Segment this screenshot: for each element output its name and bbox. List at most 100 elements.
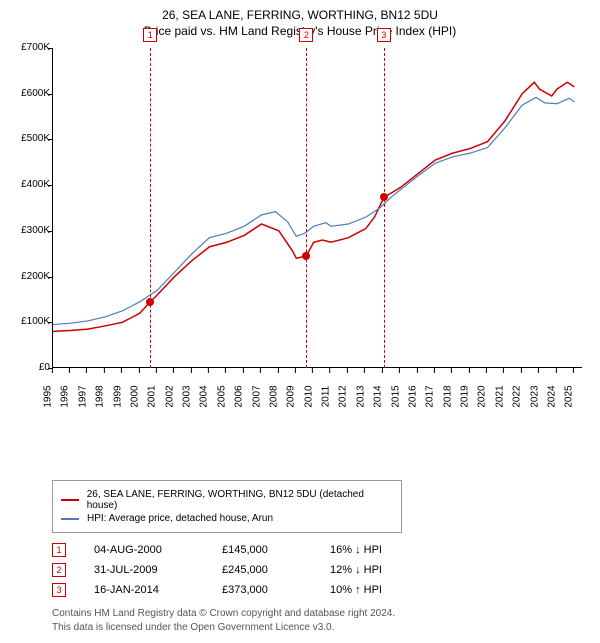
- x-tick-mark: [347, 368, 348, 373]
- x-tick-label: 2010: [303, 385, 314, 407]
- sales-row: 231-JUL-2009£245,00012% ↓ HPI: [52, 563, 590, 577]
- x-tick-label: 2009: [286, 385, 297, 407]
- y-tick-label: £100K: [10, 316, 50, 327]
- x-tick-label: 1996: [60, 385, 71, 407]
- chart-area: £0£100K£200K£300K£400K£500K£600K£700K 12…: [10, 48, 590, 418]
- line-svg: [53, 48, 583, 368]
- x-tick-label: 2006: [234, 385, 245, 407]
- x-tick-mark: [451, 368, 452, 373]
- y-axis: £0£100K£200K£300K£400K£500K£600K£700K: [10, 48, 52, 368]
- x-tick-mark: [295, 368, 296, 373]
- x-tick-mark: [225, 368, 226, 373]
- event-marker-line: [306, 48, 307, 368]
- x-tick-mark: [104, 368, 105, 373]
- series-line: [53, 82, 574, 331]
- x-tick-label: 2019: [460, 385, 471, 407]
- sales-table: 104-AUG-2000£145,00016% ↓ HPI231-JUL-200…: [52, 543, 590, 597]
- footer-line-1: Contains HM Land Registry data © Crown c…: [52, 607, 590, 621]
- legend-row: 26, SEA LANE, FERRING, WORTHING, BN12 5D…: [61, 489, 393, 511]
- y-tick-mark: [48, 277, 53, 278]
- sales-marker-box: 1: [52, 543, 66, 557]
- legend-swatch: [61, 499, 79, 501]
- sales-price: £373,000: [222, 584, 302, 596]
- x-tick-mark: [416, 368, 417, 373]
- sales-marker-box: 2: [52, 563, 66, 577]
- sales-date: 04-AUG-2000: [94, 544, 194, 556]
- x-tick-label: 2013: [355, 385, 366, 407]
- x-tick-label: 2016: [407, 385, 418, 407]
- sales-price: £145,000: [222, 544, 302, 556]
- x-tick-mark: [330, 368, 331, 373]
- x-tick-mark: [173, 368, 174, 373]
- x-tick-label: 2001: [147, 385, 158, 407]
- sales-price: £245,000: [222, 564, 302, 576]
- x-tick-mark: [503, 368, 504, 373]
- legend-swatch: [61, 518, 79, 520]
- x-tick-label: 2005: [216, 385, 227, 407]
- footer-line-2: This data is licensed under the Open Gov…: [52, 621, 590, 635]
- sales-marker-box: 3: [52, 583, 66, 597]
- x-tick-label: 2002: [164, 385, 175, 407]
- x-tick-label: 2014: [373, 385, 384, 407]
- x-tick-mark: [364, 368, 365, 373]
- x-tick-mark: [538, 368, 539, 373]
- sales-relative: 12% ↓ HPI: [330, 564, 410, 576]
- x-tick-mark: [434, 368, 435, 373]
- sales-date: 16-JAN-2014: [94, 584, 194, 596]
- y-tick-label: £400K: [10, 179, 50, 190]
- event-marker-line: [150, 48, 151, 368]
- legend-label: 26, SEA LANE, FERRING, WORTHING, BN12 5D…: [87, 489, 393, 511]
- x-tick-label: 2017: [425, 385, 436, 407]
- plot-area: 123: [52, 48, 582, 368]
- x-tick-mark: [399, 368, 400, 373]
- x-tick-mark: [469, 368, 470, 373]
- x-tick-label: 2000: [129, 385, 140, 407]
- event-marker-line: [384, 48, 385, 368]
- x-tick-mark: [121, 368, 122, 373]
- x-tick-mark: [382, 368, 383, 373]
- y-tick-label: £600K: [10, 88, 50, 99]
- y-tick-mark: [48, 48, 53, 49]
- x-tick-mark: [260, 368, 261, 373]
- x-tick-mark: [138, 368, 139, 373]
- chart-container: 26, SEA LANE, FERRING, WORTHING, BN12 5D…: [0, 0, 600, 643]
- sale-point-dot: [146, 298, 154, 306]
- x-tick-mark: [191, 368, 192, 373]
- x-tick-label: 1998: [95, 385, 106, 407]
- y-tick-label: £200K: [10, 271, 50, 282]
- x-tick-label: 2007: [251, 385, 262, 407]
- event-marker-box: 2: [299, 28, 313, 42]
- x-tick-mark: [243, 368, 244, 373]
- x-tick-label: 2025: [564, 385, 575, 407]
- sales-row: 3 16-JAN-2014 £373,000 10% ↑ HPI: [52, 583, 590, 597]
- x-tick-label: 1999: [112, 385, 123, 407]
- x-tick-mark: [312, 368, 313, 373]
- x-tick-mark: [52, 368, 53, 373]
- x-tick-label: 2003: [182, 385, 193, 407]
- y-tick-mark: [48, 139, 53, 140]
- x-tick-label: 2022: [512, 385, 523, 407]
- sales-row: 1 04-AUG-2000 £145,000 16% ↓ HPI: [52, 543, 590, 557]
- x-tick-label: 2021: [494, 385, 505, 407]
- chart-title: 26, SEA LANE, FERRING, WORTHING, BN12 5D…: [10, 8, 590, 22]
- x-tick-mark: [521, 368, 522, 373]
- y-tick-mark: [48, 185, 53, 186]
- x-tick-label: 2008: [268, 385, 279, 407]
- y-tick-mark: [48, 94, 53, 95]
- sale-point-dot: [302, 252, 310, 260]
- sales-relative: 16% ↓ HPI: [330, 544, 410, 556]
- x-tick-label: 2011: [321, 386, 332, 408]
- x-tick-mark: [555, 368, 556, 373]
- x-tick-mark: [86, 368, 87, 373]
- x-tick-label: 2023: [529, 385, 540, 407]
- sales-relative: 10% ↑ HPI: [330, 584, 410, 596]
- x-tick-label: 2015: [390, 385, 401, 407]
- y-tick-label: £500K: [10, 133, 50, 144]
- x-tick-mark: [208, 368, 209, 373]
- x-tick-mark: [486, 368, 487, 373]
- x-tick-label: 1997: [77, 385, 88, 407]
- x-tick-mark: [573, 368, 574, 373]
- x-axis: 1995199619971998199920002001200220032004…: [52, 368, 582, 418]
- legend-label: HPI: Average price, detached house, Arun: [87, 513, 273, 524]
- x-tick-label: 2024: [546, 385, 557, 407]
